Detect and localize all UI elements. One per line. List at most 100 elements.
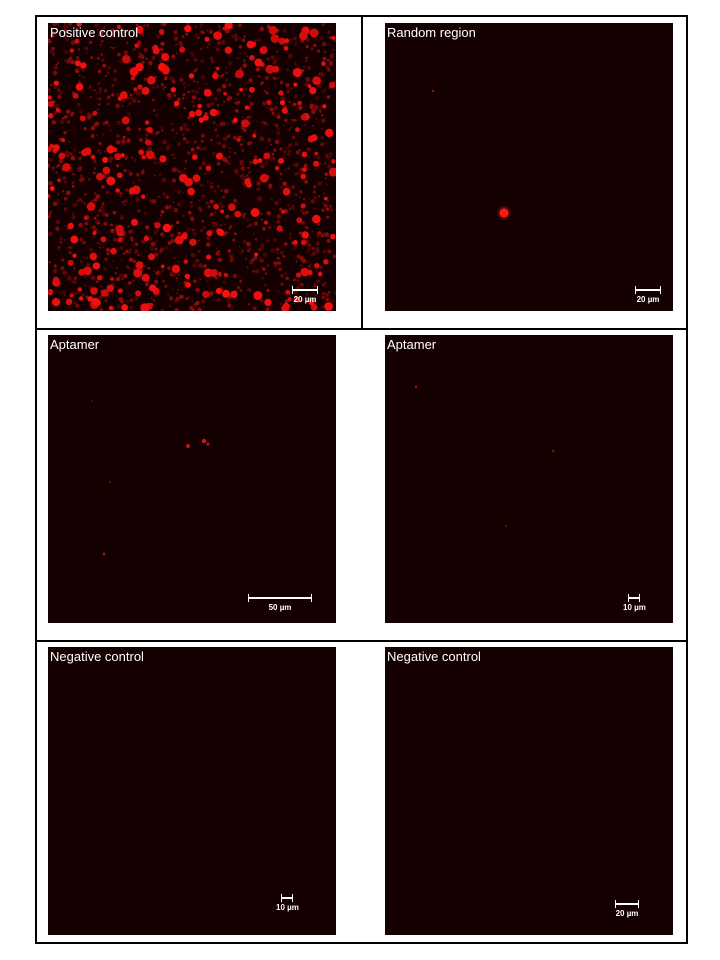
background-speckle xyxy=(225,231,229,235)
background-speckle xyxy=(218,141,222,145)
background-speckle xyxy=(100,205,104,209)
scale-bar-label: 20 µm xyxy=(636,295,660,304)
fluorescent-spot xyxy=(268,25,278,35)
fluorescent-spot xyxy=(312,214,321,224)
fluorescent-spot xyxy=(52,276,60,284)
background-speckle xyxy=(287,167,290,170)
background-speckle xyxy=(145,193,148,196)
background-speckle xyxy=(208,43,211,45)
fluorescent-spot xyxy=(249,86,255,93)
background-speckle xyxy=(324,292,330,297)
background-speckle xyxy=(153,160,157,165)
fluorescent-spot xyxy=(220,209,225,214)
row-divider xyxy=(37,640,686,642)
background-speckle xyxy=(83,127,87,131)
background-speckle xyxy=(116,30,122,35)
background-speckle xyxy=(57,62,60,64)
fluorescent-spot xyxy=(244,105,250,110)
background-speckle xyxy=(119,245,124,250)
background-speckle xyxy=(199,278,202,280)
background-speckle xyxy=(120,299,124,303)
background-speckle xyxy=(93,197,98,202)
background-speckle xyxy=(292,36,297,41)
fluorescent-spot xyxy=(149,284,157,292)
background-speckle xyxy=(101,133,105,136)
background-speckle xyxy=(52,167,55,171)
background-speckle xyxy=(63,131,67,135)
fluorescent-spot xyxy=(314,151,319,156)
fluorescent-spot xyxy=(58,152,66,160)
fluorescent-spot xyxy=(264,298,272,307)
background-speckle xyxy=(97,149,100,152)
background-speckle xyxy=(98,208,102,213)
fluorescent-spot xyxy=(53,144,60,151)
background-speckle xyxy=(81,68,85,72)
background-speckle xyxy=(231,34,236,39)
background-speckle xyxy=(114,223,118,227)
background-speckle xyxy=(217,269,220,272)
fluorescent-spot xyxy=(120,153,125,158)
background-speckle xyxy=(68,140,71,143)
background-speckle xyxy=(293,62,298,66)
background-speckle xyxy=(55,63,58,66)
background-speckle xyxy=(178,170,182,174)
background-speckle xyxy=(92,159,97,164)
background-speckle xyxy=(103,88,108,93)
background-speckle xyxy=(321,208,325,212)
background-speckle xyxy=(98,87,102,91)
fluorescent-spot xyxy=(140,303,150,311)
background-speckle xyxy=(209,199,214,204)
background-speckle xyxy=(141,33,145,37)
fluorescent-spot xyxy=(250,208,260,217)
background-speckle xyxy=(72,121,75,124)
background-speckle xyxy=(182,81,187,86)
background-speckle xyxy=(278,267,282,272)
panel-label: Aptamer xyxy=(387,337,437,352)
fluorescent-spot xyxy=(296,217,303,224)
fluorescent-spot xyxy=(551,449,555,453)
fluorescent-spot xyxy=(57,178,61,183)
background-speckle xyxy=(115,103,120,109)
background-speckle xyxy=(292,102,297,107)
image-panel-negative-control: Negative control 20 µm xyxy=(385,647,673,935)
background-speckle xyxy=(324,88,327,91)
background-speckle xyxy=(303,65,306,68)
background-speckle xyxy=(48,261,51,264)
background-speckle xyxy=(159,218,161,221)
background-speckle xyxy=(104,257,108,261)
background-speckle xyxy=(201,161,206,166)
background-speckle xyxy=(285,276,290,281)
background-speckle xyxy=(202,146,207,152)
background-speckle xyxy=(220,121,226,127)
background-speckle xyxy=(241,149,245,152)
background-speckle xyxy=(102,276,104,279)
fluorescent-spot xyxy=(130,218,139,226)
background-speckle xyxy=(172,186,174,188)
background-speckle xyxy=(67,58,72,62)
fluorescent-spot xyxy=(282,187,291,196)
background-speckle xyxy=(166,196,169,199)
background-speckle xyxy=(316,155,321,160)
background-speckle xyxy=(75,303,80,308)
background-speckle xyxy=(182,93,186,97)
fluorescent-spot xyxy=(322,104,327,109)
background-speckle xyxy=(200,59,205,64)
fluorescent-spot xyxy=(295,127,300,133)
background-speckle xyxy=(315,38,318,41)
background-speckle xyxy=(160,232,164,237)
background-speckle xyxy=(301,94,304,98)
background-speckle xyxy=(93,192,97,195)
fluorescent-spot xyxy=(117,96,123,101)
background-speckle xyxy=(317,223,321,226)
background-speckle xyxy=(73,149,76,152)
background-speckle xyxy=(284,157,287,159)
fluorescent-spot xyxy=(96,172,104,181)
background-speckle xyxy=(61,290,66,295)
fluorescent-spot xyxy=(188,73,195,79)
background-speckle xyxy=(154,279,159,284)
background-speckle xyxy=(187,83,191,87)
background-speckle xyxy=(181,35,185,38)
background-speckle xyxy=(242,35,247,39)
fluorescent-spot xyxy=(144,120,150,125)
background-speckle xyxy=(283,150,287,154)
